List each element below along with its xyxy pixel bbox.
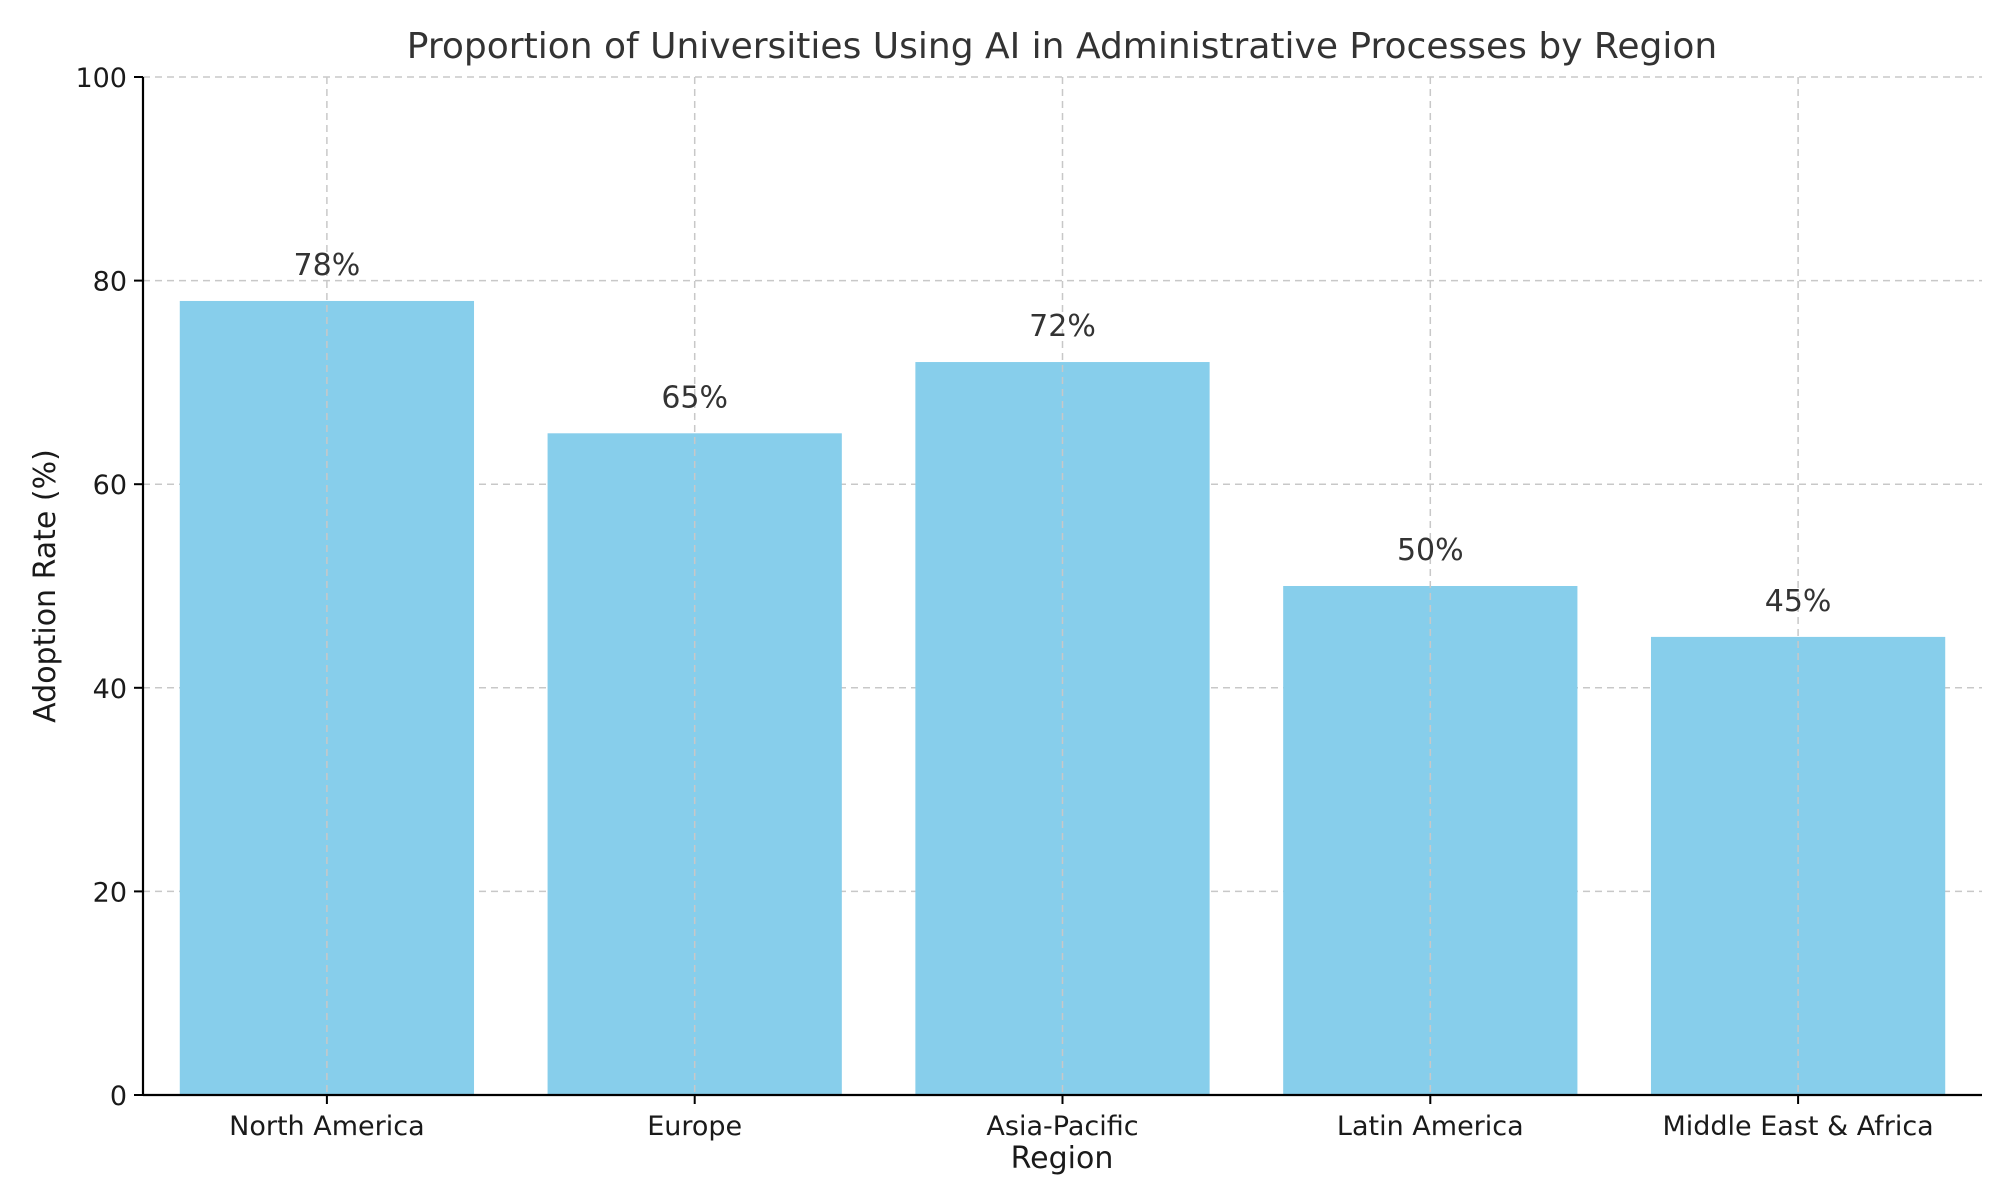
bars-layer xyxy=(179,300,1946,1096)
y-tick-label: 80 xyxy=(93,267,127,298)
x-tick-label: North America xyxy=(229,1111,424,1142)
axes-layer xyxy=(134,76,1982,1104)
labels-layer: 0 20 40 60 80 100 North America Europe Asia-Paci… xyxy=(75,63,1933,1142)
bar-value-label: 78% xyxy=(294,248,361,283)
x-tick-label: Latin America xyxy=(1337,1111,1524,1142)
bar-value-label: 72% xyxy=(1029,309,1096,344)
bar-north-america xyxy=(179,300,475,1096)
y-tick-label: 40 xyxy=(93,674,127,705)
vertical-grid-layer xyxy=(326,77,1799,1095)
bar-value-label: 50% xyxy=(1397,533,1464,568)
x-tick-label: Middle East & Africa xyxy=(1662,1111,1933,1142)
chart-title: Proportion of Universities Using AI in A… xyxy=(407,26,1717,67)
y-tick-label: 60 xyxy=(93,470,127,501)
x-tick-label: Europe xyxy=(647,1111,742,1142)
y-tick-label: 100 xyxy=(75,63,127,94)
x-axis-title: Region xyxy=(1011,1141,1114,1176)
y-axis-title: Adoption Rate (%) xyxy=(28,449,63,723)
y-tick-label: 20 xyxy=(93,877,127,908)
bar-value-label: 65% xyxy=(661,380,728,415)
y-tick-label: 0 xyxy=(110,1081,127,1112)
bar-value-label: 45% xyxy=(1765,584,1832,619)
x-tick-label: Asia-Pacific xyxy=(986,1111,1138,1142)
